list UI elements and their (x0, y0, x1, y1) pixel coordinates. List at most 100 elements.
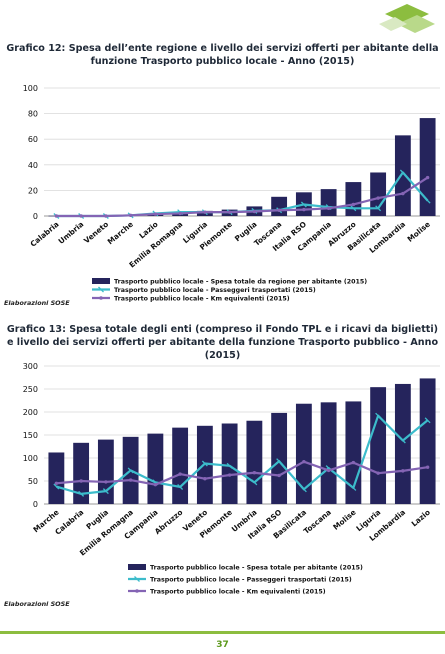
x-tick-label: Toscana (302, 508, 333, 536)
bar (73, 442, 90, 504)
chart-13-title: Grafico 13: Spesa totale degli enti (com… (6, 324, 439, 361)
y-tick-label: 50 (28, 477, 38, 486)
data-point (53, 483, 60, 490)
data-point (326, 206, 331, 211)
data-point (226, 462, 233, 469)
bar (172, 427, 189, 504)
y-tick-label: 100 (23, 454, 38, 463)
y-tick-label: 0 (33, 500, 38, 509)
data-point (401, 191, 405, 196)
legend-label: Trasporto pubblico locale - Km equivalen… (150, 588, 326, 595)
bar (271, 196, 288, 216)
data-point (350, 484, 357, 491)
data-point (79, 479, 83, 483)
bar (97, 439, 114, 504)
legend-marker (98, 286, 104, 293)
legend-swatch (92, 278, 110, 284)
bar (48, 452, 65, 504)
data-point (102, 488, 109, 495)
data-point (153, 482, 158, 487)
y-tick-label: 0 (33, 212, 38, 221)
x-tick-label: Marche (106, 220, 135, 247)
data-point (375, 205, 382, 212)
data-point (300, 486, 307, 493)
data-point (399, 437, 406, 444)
publisher-logo (379, 4, 435, 33)
data-point (203, 210, 207, 214)
data-point (227, 210, 232, 214)
legend-marker (135, 589, 139, 593)
bar (419, 378, 436, 504)
data-point (302, 207, 306, 212)
x-tick-label: Abruzzo (153, 508, 185, 536)
y-tick-label: 150 (23, 431, 38, 440)
data-point (326, 468, 331, 473)
data-point (302, 459, 306, 464)
bar (320, 402, 337, 504)
y-tick-label: 200 (23, 408, 38, 417)
data-point (54, 481, 59, 485)
data-point (252, 471, 257, 475)
series-line (56, 460, 428, 486)
data-point (227, 473, 232, 477)
data-point (79, 214, 83, 218)
data-point (54, 214, 59, 218)
footer-divider (0, 631, 445, 634)
data-point (300, 201, 307, 208)
data-point (425, 465, 430, 469)
y-tick-label: 60 (28, 135, 38, 144)
legend-label: Trasporto pubblico locale - Km equivalen… (114, 295, 290, 302)
data-point (251, 479, 258, 486)
chart-12-source: Elaborazioni SOSE (4, 299, 70, 307)
data-point (128, 478, 133, 482)
bar (246, 420, 263, 504)
data-point (201, 460, 208, 467)
bar (394, 383, 411, 504)
y-tick-label: 100 (23, 84, 38, 93)
x-tick-label: Molise (406, 220, 432, 244)
y-tick-label: 20 (28, 186, 38, 195)
chart-13-source: Elaborazioni SOSE (4, 600, 70, 608)
x-tick-label: Calabria (29, 220, 61, 249)
legend-label: Trasporto pubblico locale - Spesa totale… (114, 278, 367, 285)
chart-12-title: Grafico 12: Spesa dell’ente regione e li… (6, 43, 439, 67)
data-point (78, 490, 85, 497)
legend-swatch (128, 564, 146, 570)
data-point (424, 197, 431, 204)
bar (320, 189, 337, 216)
data-point (375, 412, 382, 419)
x-tick-label: Molise (331, 508, 357, 532)
data-point (351, 202, 356, 207)
data-point (203, 477, 207, 481)
data-point (153, 212, 158, 216)
data-point (128, 213, 133, 218)
legend-label: Trasporto pubblico locale - Passeggeri t… (114, 287, 316, 294)
legend-marker (134, 576, 140, 582)
y-tick-label: 80 (28, 110, 38, 119)
bar (370, 172, 387, 216)
data-point (104, 480, 108, 484)
y-tick-label: 40 (28, 161, 38, 170)
y-tick-label: 300 (23, 362, 38, 371)
data-point (376, 471, 380, 475)
data-point (376, 196, 380, 200)
data-point (401, 469, 405, 473)
bar (221, 423, 238, 504)
bar (394, 135, 411, 216)
bar (147, 433, 164, 504)
x-tick-label: Veneto (82, 220, 110, 246)
data-point (277, 208, 281, 212)
data-point (127, 467, 134, 474)
data-point (350, 205, 357, 212)
bar (419, 118, 436, 216)
data-point (104, 214, 108, 218)
data-point (351, 460, 356, 465)
data-point (424, 417, 431, 424)
y-tick-label: 250 (23, 385, 38, 394)
bar (271, 412, 288, 504)
data-point (276, 458, 283, 465)
data-point (178, 211, 182, 216)
series-line (56, 176, 429, 218)
